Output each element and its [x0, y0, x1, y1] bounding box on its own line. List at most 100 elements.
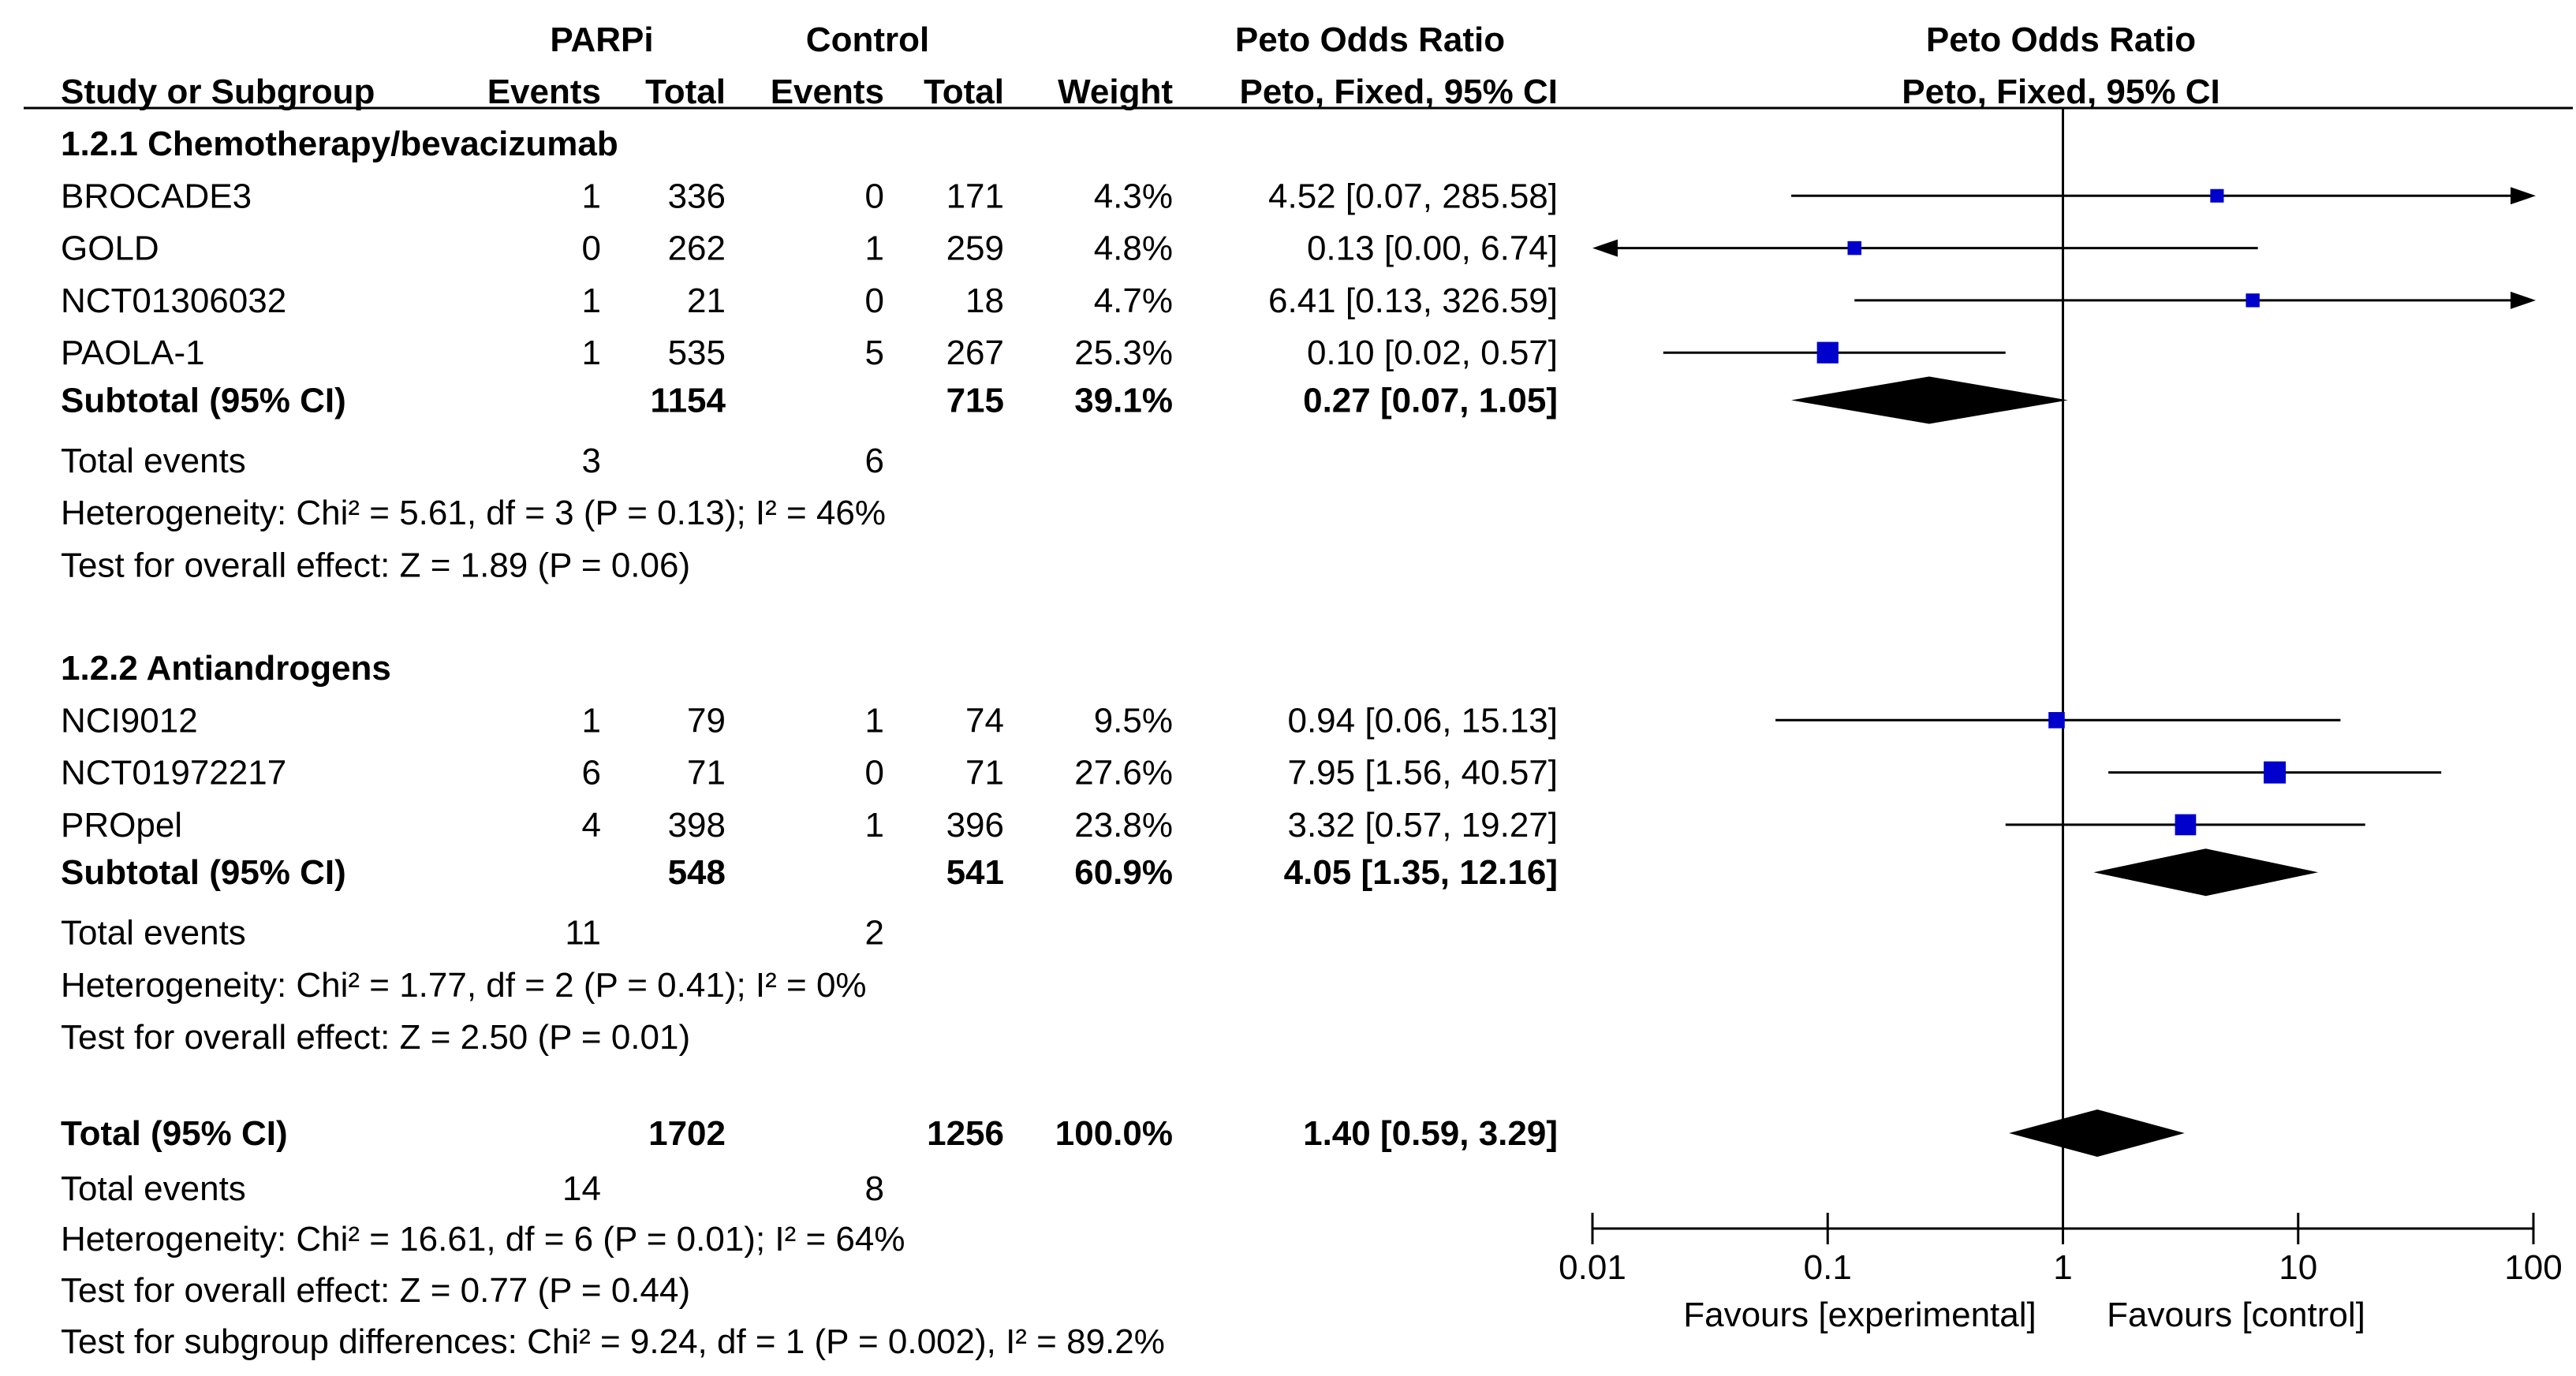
- subgroup-title: 1.2.1 Chemotherapy/bevacizumab: [61, 125, 618, 163]
- total-events-ctl: 6: [865, 442, 884, 480]
- x-axis-tick-label: 10: [2279, 1248, 2317, 1287]
- overall-effect-text: Test for overall effect: Z = 2.50 (P = 0…: [61, 1018, 690, 1057]
- ctl-total: 396: [946, 806, 1004, 845]
- point-estimate-marker: [2048, 712, 2065, 729]
- weight-value: 4.3%: [1094, 177, 1173, 215]
- subtotal-ci: 4.05 [1.35, 12.16]: [1284, 853, 1558, 892]
- exp-events: 4: [582, 806, 601, 845]
- ctl-events: 1: [865, 701, 884, 740]
- exp-events: 6: [582, 754, 601, 792]
- total-events-exp: 14: [562, 1169, 601, 1208]
- overall-total-diamond: [2009, 1109, 2185, 1157]
- study-name: NCT01306032: [61, 282, 286, 320]
- subgroup-difference-text: Test for subgroup differences: Chi² = 9.…: [61, 1322, 1165, 1361]
- ctl-total: 267: [946, 334, 1004, 372]
- exp-total: 79: [687, 701, 726, 740]
- table-layer: PARPi Control Peto Odds Ratio Peto Odds Rat…: [61, 21, 2220, 1361]
- ci-arrow-left: [1592, 239, 1618, 257]
- subtotal-ci: 0.27 [0.07, 1.05]: [1303, 382, 1558, 420]
- exp-total: 535: [668, 334, 726, 372]
- exp-total: 398: [668, 806, 726, 845]
- ctl-total: 18: [965, 282, 1004, 320]
- heterogeneity-text: Heterogeneity: Chi² = 1.77, df = 2 (P = …: [61, 966, 867, 1005]
- overall-heterogeneity-text: Heterogeneity: Chi² = 16.61, df = 6 (P =…: [61, 1220, 905, 1259]
- ctl-events: 0: [865, 754, 884, 792]
- x-axis-tick-label: 0.01: [1559, 1248, 1626, 1287]
- ci-value: 3.32 [0.57, 19.27]: [1287, 806, 1558, 845]
- overall-total-exp-total: 1702: [648, 1114, 726, 1153]
- overall-effect-text: Test for overall effect: Z = 1.89 (P = 0…: [61, 546, 690, 584]
- ctl-total: 74: [965, 701, 1004, 740]
- header-exp-total: Total: [645, 73, 726, 111]
- total-events-exp: 3: [582, 442, 601, 480]
- ci-value: 6.41 [0.13, 326.59]: [1268, 282, 1558, 320]
- overall-total-ctl-total: 1256: [927, 1114, 1004, 1153]
- heterogeneity-text: Heterogeneity: Chi² = 5.61, df = 3 (P = …: [61, 494, 886, 532]
- ctl-events: 0: [865, 282, 884, 320]
- study-name: PROpel: [61, 806, 182, 845]
- header-or-text: Peto Odds Ratio: [1235, 21, 1505, 59]
- point-estimate-marker: [2175, 814, 2197, 836]
- subtotal-weight: 39.1%: [1074, 382, 1173, 420]
- ci-value: 7.95 [1.56, 40.57]: [1287, 754, 1558, 792]
- weight-value: 9.5%: [1094, 701, 1173, 740]
- header-ci-text: Peto, Fixed, 95% CI: [1240, 73, 1558, 111]
- header-study: Study or Subgroup: [61, 73, 375, 111]
- point-estimate-marker: [1847, 241, 1861, 255]
- ctl-total: 259: [946, 229, 1004, 268]
- exp-total: 71: [687, 754, 726, 792]
- subtotal-exp-total: 1154: [651, 382, 726, 420]
- ctl-events: 5: [865, 334, 884, 372]
- subgroup-title: 1.2.2 Antiandrogens: [61, 649, 391, 688]
- header-exp-events: Events: [487, 73, 601, 111]
- exp-total: 21: [687, 282, 726, 320]
- total-events-label: Total events: [61, 914, 246, 953]
- ci-value: 4.52 [0.07, 285.58]: [1268, 177, 1558, 215]
- favours-left-label: Favours [experimental]: [1683, 1296, 2037, 1334]
- subtotal-diamond: [2093, 848, 2319, 897]
- total-events-label: Total events: [61, 442, 246, 480]
- ci-value: 0.13 [0.00, 6.74]: [1307, 229, 1558, 268]
- subtotal-label: Subtotal (95% CI): [61, 853, 346, 892]
- plot-layer: 0.01 0.1 1 10 100 Favours [experimental] Favou…: [1559, 108, 2563, 1334]
- exp-events: 1: [582, 282, 601, 320]
- point-estimate-marker: [2264, 761, 2287, 784]
- header-control-group: Control: [806, 21, 929, 59]
- study-name: NCT01972217: [61, 754, 286, 792]
- x-axis-tick-label: 100: [2504, 1248, 2562, 1287]
- exp-events: 1: [582, 177, 601, 215]
- exp-total: 336: [668, 177, 726, 215]
- overall-effect-text: Test for overall effect: Z = 0.77 (P = 0…: [61, 1271, 690, 1310]
- overall-total-label: Total (95% CI): [61, 1114, 288, 1153]
- x-axis-tick-label: 0.1: [1804, 1248, 1852, 1287]
- study-name: GOLD: [61, 229, 159, 268]
- header-ctl-total: Total: [924, 73, 1004, 111]
- weight-value: 23.8%: [1074, 806, 1173, 845]
- weight-value: 4.8%: [1094, 229, 1173, 268]
- subtotal-diamond: [1791, 376, 2068, 424]
- exp-events: 1: [582, 701, 601, 740]
- header-ci-plot: Peto, Fixed, 95% CI: [1902, 73, 2219, 111]
- subtotal-label: Subtotal (95% CI): [61, 382, 346, 420]
- x-axis-tick-label: 1: [2053, 1248, 2072, 1287]
- study-name: BROCADE3: [61, 177, 252, 215]
- exp-events: 1: [582, 334, 601, 372]
- overall-total-ci: 1.40 [0.59, 3.29]: [1303, 1114, 1558, 1153]
- favours-right-label: Favours [control]: [2107, 1296, 2365, 1334]
- ci-arrow-right: [2511, 187, 2536, 205]
- point-estimate-marker: [1816, 341, 1839, 364]
- weight-value: 27.6%: [1074, 754, 1173, 792]
- subtotal-weight: 60.9%: [1074, 853, 1173, 892]
- subtotal-ctl-total: 541: [946, 853, 1004, 892]
- total-events-exp: 11: [565, 914, 601, 953]
- ctl-events: 1: [865, 229, 884, 268]
- total-events-ctl: 2: [865, 914, 884, 953]
- overall-total-weight: 100.0%: [1055, 1114, 1173, 1153]
- ctl-total: 171: [946, 177, 1004, 215]
- header-experimental-group: PARPi: [550, 21, 653, 59]
- subtotal-ctl-total: 715: [946, 382, 1004, 420]
- weight-value: 25.3%: [1074, 334, 1173, 372]
- total-events-label: Total events: [61, 1169, 246, 1208]
- ctl-events: 0: [865, 177, 884, 215]
